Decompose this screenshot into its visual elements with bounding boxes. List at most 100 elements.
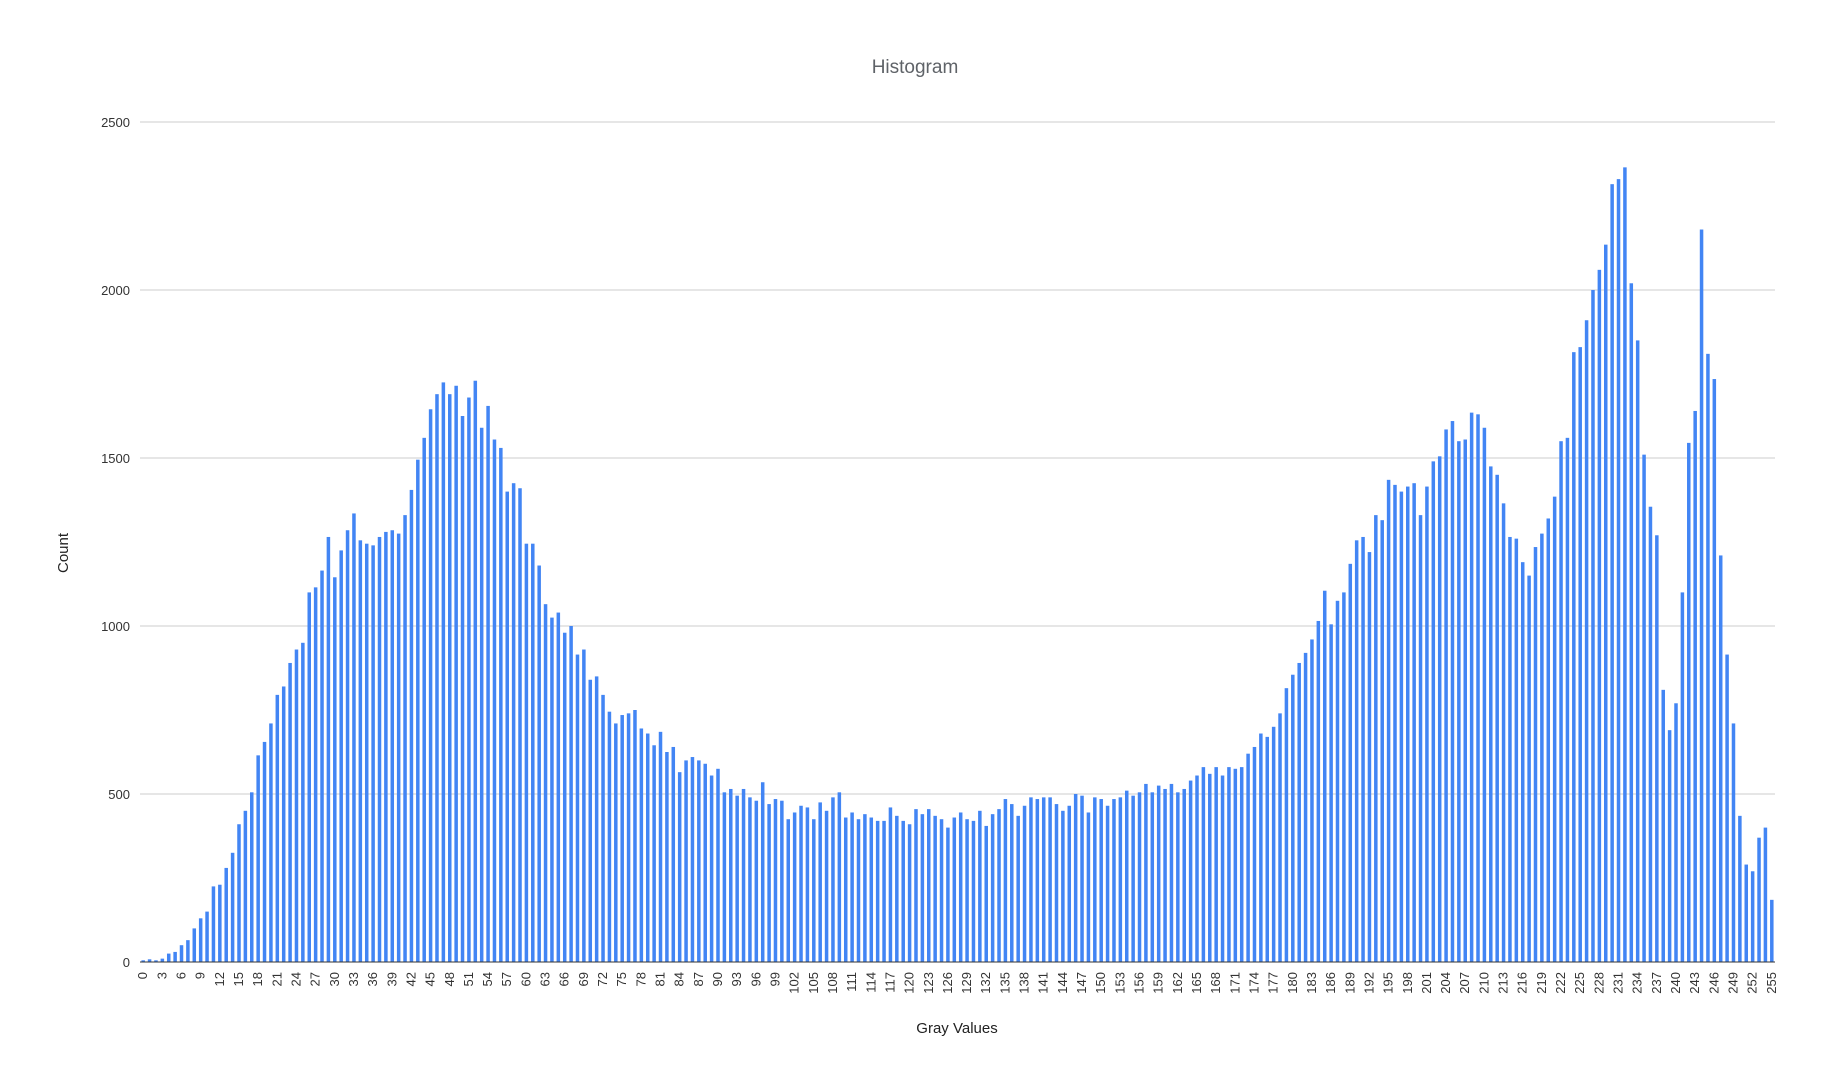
bar-gray-153 bbox=[1118, 797, 1123, 962]
x-tick-label: 66 bbox=[557, 972, 572, 986]
x-tick-label: 120 bbox=[902, 972, 917, 994]
bar-gray-197 bbox=[1399, 491, 1404, 962]
bar-gray-251 bbox=[1744, 864, 1749, 962]
bar-gray-179 bbox=[1284, 688, 1289, 962]
bar-gray-33 bbox=[352, 513, 356, 962]
bar-gray-80 bbox=[652, 745, 656, 962]
bar-gray-54 bbox=[486, 405, 490, 962]
bar-gray-226 bbox=[1584, 320, 1589, 962]
x-tick-label: 174 bbox=[1246, 972, 1261, 994]
bar-gray-151 bbox=[1105, 805, 1110, 962]
bar-gray-196 bbox=[1393, 484, 1397, 962]
bar-gray-75 bbox=[620, 715, 624, 962]
bar-gray-71 bbox=[594, 676, 599, 962]
bar-gray-218 bbox=[1533, 547, 1538, 962]
x-tick-label: 138 bbox=[1017, 972, 1032, 994]
bar-gray-181 bbox=[1297, 662, 1301, 962]
bar-gray-172 bbox=[1239, 767, 1244, 962]
bar-gray-93 bbox=[735, 795, 739, 962]
x-tick-label: 105 bbox=[806, 972, 821, 994]
bar-gray-150 bbox=[1099, 799, 1103, 962]
x-tick-label: 33 bbox=[346, 972, 361, 986]
x-tick-label: 30 bbox=[327, 972, 342, 986]
bar-gray-132 bbox=[984, 825, 988, 962]
bar-gray-212 bbox=[1495, 474, 1499, 962]
bar-gray-141 bbox=[1041, 797, 1046, 962]
x-tick-label: 237 bbox=[1649, 972, 1664, 994]
bar-gray-130 bbox=[971, 820, 976, 962]
bar-gray-25 bbox=[301, 642, 305, 962]
bar-gray-38 bbox=[384, 531, 388, 962]
x-tick-label: 252 bbox=[1745, 972, 1760, 994]
bar-gray-154 bbox=[1124, 790, 1129, 962]
bar-gray-35 bbox=[364, 543, 369, 962]
bar-gray-193 bbox=[1374, 515, 1378, 962]
x-tick-label: 204 bbox=[1438, 972, 1453, 994]
x-tick-label: 225 bbox=[1572, 972, 1587, 994]
x-tick-label: 234 bbox=[1630, 972, 1645, 994]
bar-gray-128 bbox=[958, 812, 963, 962]
x-tick-label: 78 bbox=[633, 972, 648, 986]
bar-gray-206 bbox=[1457, 441, 1461, 962]
bar-gray-86 bbox=[690, 757, 695, 962]
x-tick-label: 39 bbox=[384, 972, 399, 986]
bar-gray-238 bbox=[1661, 689, 1665, 962]
y-tick-label: 2500 bbox=[101, 115, 130, 130]
bar-gray-248 bbox=[1725, 654, 1729, 962]
bar-gray-162 bbox=[1176, 792, 1180, 962]
bar-gray-58 bbox=[511, 483, 516, 962]
bar-gray-201 bbox=[1425, 486, 1429, 962]
bar-gray-125 bbox=[939, 819, 944, 962]
bar-gray-100 bbox=[780, 800, 784, 962]
x-tick-label: 126 bbox=[940, 972, 955, 994]
bar-gray-233 bbox=[1629, 283, 1634, 962]
x-tick-label: 69 bbox=[576, 972, 591, 986]
bar-gray-18 bbox=[256, 755, 260, 962]
bar-gray-79 bbox=[645, 733, 650, 962]
bar-gray-156 bbox=[1137, 792, 1142, 962]
bar-gray-96 bbox=[754, 800, 759, 962]
bar-gray-138 bbox=[1022, 805, 1027, 962]
bar-gray-13 bbox=[224, 867, 228, 962]
bar-gray-46 bbox=[435, 394, 439, 962]
bar-gray-43 bbox=[416, 459, 420, 962]
bar-gray-114 bbox=[869, 817, 874, 962]
bar-gray-222 bbox=[1559, 441, 1563, 962]
bar-gray-127 bbox=[952, 817, 957, 962]
bar-gray-192 bbox=[1367, 552, 1372, 962]
bar-gray-9 bbox=[198, 918, 203, 962]
bar-gray-246 bbox=[1712, 379, 1717, 962]
bar-gray-171 bbox=[1233, 768, 1238, 962]
bar-gray-81 bbox=[658, 731, 663, 962]
x-tick-label: 132 bbox=[978, 972, 993, 994]
bar-gray-211 bbox=[1489, 466, 1493, 962]
bar-gray-59 bbox=[518, 488, 522, 962]
bar-gray-147 bbox=[1080, 795, 1084, 962]
bar-gray-61 bbox=[531, 543, 535, 962]
bar-gray-67 bbox=[569, 626, 573, 962]
bar-gray-155 bbox=[1131, 795, 1135, 962]
bar-gray-27 bbox=[313, 587, 318, 962]
bar-gray-66 bbox=[562, 632, 567, 962]
bar-gray-121 bbox=[914, 809, 918, 962]
x-tick-label: 156 bbox=[1132, 972, 1147, 994]
bar-gray-113 bbox=[863, 814, 867, 962]
x-tick-label: 168 bbox=[1208, 972, 1223, 994]
bar-gray-203 bbox=[1437, 456, 1442, 962]
bar-gray-148 bbox=[1086, 812, 1091, 962]
bar-gray-137 bbox=[1016, 815, 1020, 962]
bar-gray-91 bbox=[722, 792, 727, 962]
bar-gray-51 bbox=[467, 397, 471, 962]
bar-gray-31 bbox=[339, 550, 343, 962]
bar-gray-2 bbox=[154, 960, 158, 962]
bar-gray-1 bbox=[147, 959, 152, 962]
x-tick-label: 102 bbox=[787, 972, 802, 994]
bar-gray-89 bbox=[709, 775, 714, 962]
bar-gray-237 bbox=[1655, 535, 1659, 962]
bar-gray-242 bbox=[1687, 442, 1691, 962]
bar-gray-56 bbox=[499, 447, 503, 962]
bar-gray-161 bbox=[1169, 783, 1174, 962]
x-tick-label: 63 bbox=[538, 972, 553, 986]
bar-gray-245 bbox=[1706, 353, 1710, 963]
bar-gray-28 bbox=[320, 570, 324, 962]
